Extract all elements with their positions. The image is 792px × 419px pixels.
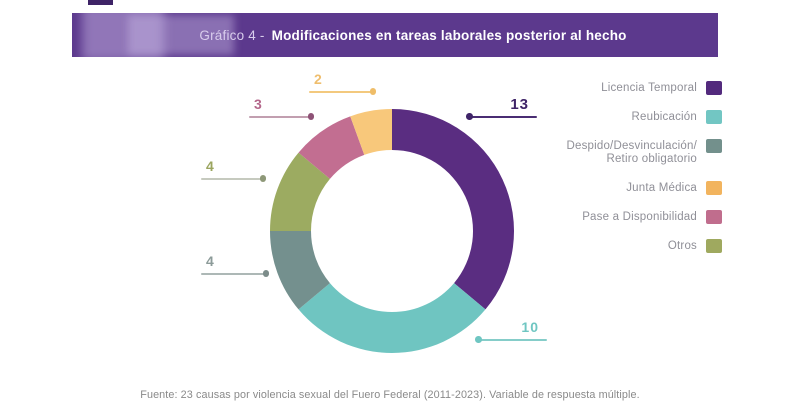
donut-slice-despido-desvinculacion-retiro-obligatorio: [270, 231, 330, 310]
callout-value: 4: [206, 158, 215, 174]
callout-leader-line: [249, 113, 314, 120]
callout-leader-line: [475, 336, 547, 343]
legend-item-junta-medica: Junta Médica: [566, 181, 722, 195]
callout-value: 2: [314, 71, 323, 87]
legend-swatch: [706, 110, 722, 124]
legend-swatch: [706, 239, 722, 253]
donut-slice-junta-medica: [350, 109, 392, 155]
legend-label: Otros: [667, 240, 697, 252]
blurred-logo: [82, 13, 164, 57]
donut-slice-otros: [270, 152, 330, 231]
callout-dot: [259, 175, 266, 182]
callout-dot: [262, 270, 269, 277]
callout-dot: [307, 113, 314, 120]
legend-label: Junta Médica: [626, 182, 697, 194]
value-callout-despido-desvinculacion-retiro-obligatorio: 4: [201, 253, 269, 277]
value-callout-junta-medica: 2: [309, 71, 376, 95]
blurred-logo-overlay: [128, 15, 234, 55]
donut-chart: [270, 109, 515, 354]
donut-slice-pase-a-disponibilidad: [298, 116, 365, 179]
legend-item-reubicacion: Reubicación: [566, 110, 722, 124]
chart-title: Gráfico 4 - Modificaciones en tareas labo…: [163, 28, 626, 43]
chart-title-bar: Gráfico 4 - Modificaciones en tareas labo…: [72, 13, 718, 57]
donut-slice-licencia-temporal: [392, 109, 515, 310]
legend-swatch: [706, 210, 722, 224]
legend-item-despido-desvinculacion-retiro-obligatorio: Despido/Desvinculación/Retiro obligatori…: [566, 139, 722, 166]
page-edge-artifact: [88, 0, 113, 5]
callout-value: 10: [521, 319, 539, 335]
callout-dot: [466, 113, 473, 120]
value-callout-otros: 4: [201, 158, 266, 182]
donut-slice-reubicacion: [298, 283, 486, 354]
callout-leader-line: [201, 175, 266, 182]
value-callout-licencia-temporal: 13: [466, 96, 537, 120]
legend-label: Licencia Temporal: [601, 82, 697, 94]
chart-title-text: Modificaciones en tareas laborales poste…: [271, 27, 627, 43]
value-callout-pase-a-disponibilidad: 3: [249, 96, 314, 120]
callout-value: 13: [510, 96, 529, 113]
legend-label: Reubicación: [631, 111, 697, 123]
callout-value: 4: [206, 253, 215, 269]
callout-leader-line: [309, 88, 376, 95]
legend-label: Despido/Desvinculación/Retiro obligatori…: [566, 140, 697, 165]
legend-swatch: [706, 81, 722, 95]
callout-dot: [475, 336, 482, 343]
legend-item-otros: Otros: [566, 239, 722, 253]
legend-swatch: [706, 139, 722, 153]
legend-label: Pase a Disponibilidad: [582, 211, 697, 223]
legend-item-licencia-temporal: Licencia Temporal: [566, 81, 722, 95]
callout-dot: [369, 88, 376, 95]
legend-item-pase-a-disponibilidad: Pase a Disponibilidad: [566, 210, 722, 224]
callout-value: 3: [254, 96, 263, 112]
legend-swatch: [706, 181, 722, 195]
value-callout-reubicacion: 10: [475, 319, 547, 343]
callout-leader-line: [201, 270, 269, 277]
chart-number-label: Gráfico 4 -: [199, 27, 265, 43]
source-note: Fuente: 23 causas por violencia sexual d…: [140, 389, 640, 401]
callout-leader-line: [466, 113, 537, 120]
legend: Licencia Temporal Reubicación Despido/Desv…: [566, 81, 722, 269]
